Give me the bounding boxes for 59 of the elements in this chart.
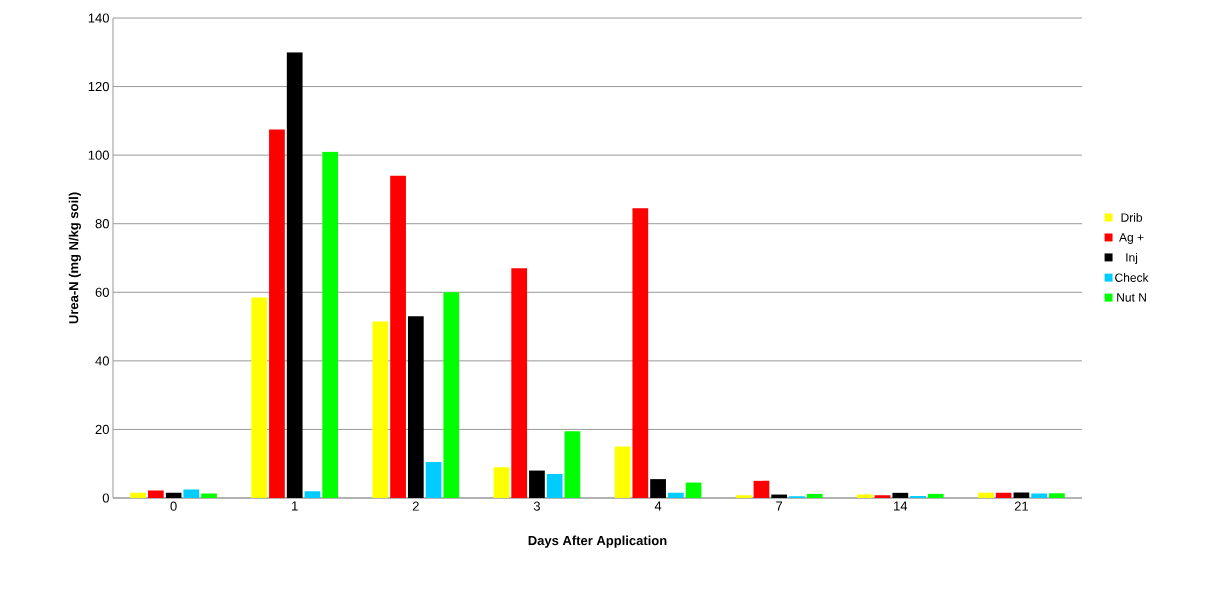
- bar: [927, 493, 944, 498]
- bar: [978, 492, 994, 498]
- bar: [443, 292, 460, 498]
- bar: [286, 52, 303, 498]
- y-tick-label: 120: [88, 81, 109, 92]
- y-axis-title: Urea-N (mg N/kg soil): [68, 192, 81, 324]
- bar: [614, 446, 631, 498]
- x-tick-label: 4: [654, 501, 662, 511]
- x-tick-label: 14: [894, 501, 908, 511]
- bar: [165, 492, 182, 498]
- x-tick-label: 3: [533, 501, 540, 511]
- x-tick-label: 2: [412, 501, 419, 511]
- y-tick-label: 140: [88, 13, 109, 23]
- bar: [372, 321, 389, 498]
- legend-label: Ag +: [1119, 233, 1144, 244]
- x-axis-title: Days After Application: [528, 535, 667, 548]
- y-tick-label: 0: [102, 493, 109, 503]
- bar: [407, 316, 424, 498]
- y-tick-label: 80: [95, 219, 109, 229]
- y-tick-label: 100: [88, 150, 109, 160]
- bar: [1049, 493, 1065, 498]
- bar: [425, 461, 442, 498]
- bar: [529, 470, 545, 498]
- bar: [685, 482, 702, 498]
- bar: [892, 492, 909, 498]
- bar: [806, 493, 823, 498]
- legend-label: Check: [1115, 273, 1149, 282]
- bar: [493, 467, 510, 498]
- bar: [650, 479, 666, 498]
- bar: [667, 492, 684, 498]
- bar: [632, 208, 649, 498]
- bar: [201, 493, 217, 498]
- bar: [183, 489, 200, 498]
- y-tick-label: 20: [95, 424, 109, 435]
- y-tick-label: 60: [95, 287, 109, 297]
- bar: [995, 492, 1012, 498]
- bar: [390, 175, 406, 498]
- bar: [269, 129, 285, 498]
- x-tick-label: 7: [776, 501, 783, 511]
- legend-label: Nut N: [1117, 293, 1146, 302]
- bar: [753, 480, 770, 498]
- bar: [304, 491, 321, 498]
- bar: [130, 492, 146, 498]
- bar: [874, 495, 891, 498]
- x-tick-label: 1: [292, 501, 298, 511]
- x-tick-label: 21: [1014, 501, 1029, 511]
- bar: [910, 495, 926, 498]
- bar: [564, 431, 581, 498]
- y-tick-label: 40: [95, 356, 109, 366]
- bar: [511, 268, 528, 498]
- x-tick-label: 0: [170, 501, 177, 511]
- legend-label: Inj: [1126, 252, 1138, 265]
- bar: [251, 297, 268, 498]
- bar: [322, 151, 339, 498]
- bar: [1031, 493, 1048, 498]
- bar: [546, 473, 563, 498]
- bar: [735, 495, 752, 498]
- legend-label: Drib: [1121, 212, 1143, 222]
- bar: [147, 490, 164, 498]
